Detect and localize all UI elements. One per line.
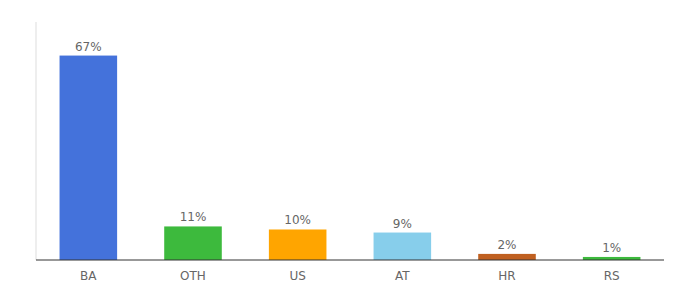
data-label: 10% [284,213,311,227]
x-tick-label: HR [498,269,515,283]
labels: 67% 11% 10% 9% 2% 1% [75,40,621,255]
chart-container: 67% 11% 10% 9% 2% 1% BA OTH US AT HR RS [0,0,680,300]
data-label: 2% [497,238,516,252]
x-tick-label: AT [395,269,410,283]
chart: 67% 11% 10% 9% 2% 1% BA OTH US AT HR RS [0,0,680,300]
x-tick-label: US [289,269,305,283]
bars [60,56,641,260]
y-axis-line [36,22,37,260]
data-label: 1% [602,241,621,255]
x-axis-line [36,260,664,261]
data-label: 11% [180,210,207,224]
x-tick-label: OTH [180,269,206,283]
x-tick-label: BA [80,269,97,283]
bar [60,56,118,260]
bar [164,226,222,260]
bar [374,233,432,260]
data-label: 67% [75,40,102,54]
bar [269,229,327,260]
bar [478,254,536,260]
data-label: 9% [393,217,412,231]
x-tick-label: RS [604,269,620,283]
